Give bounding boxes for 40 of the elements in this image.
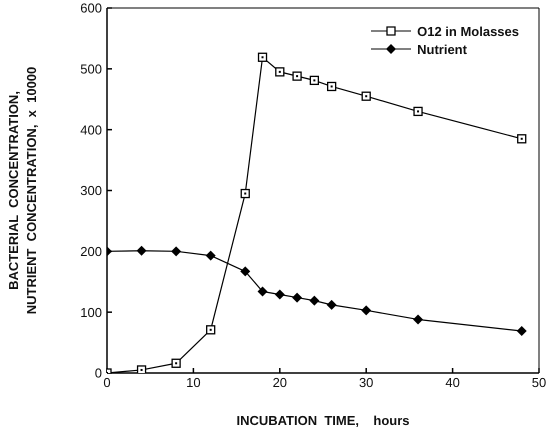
y-axis-title: BACTERIAL CONCENTRATION, NUTRIENT CONCENTRATION, x 10000 — [6, 66, 39, 314]
point — [240, 266, 250, 276]
y-tick-label: 500 — [80, 61, 102, 76]
x-tick-label: 50 — [532, 375, 546, 390]
x-tick-label: 30 — [358, 375, 374, 390]
point — [326, 300, 337, 310]
y-tick-label: 100 — [80, 304, 102, 320]
point — [517, 134, 526, 144]
y-tick-label: 600 — [80, 0, 102, 16]
x-tick-label: 10 — [186, 375, 201, 390]
point — [326, 82, 336, 92]
y-tick-label: 300 — [80, 183, 102, 198]
point — [274, 290, 285, 300]
point — [310, 76, 320, 86]
point — [206, 325, 216, 334]
point — [136, 365, 146, 373]
point — [258, 52, 268, 62]
legend-label: Nutrient — [417, 42, 467, 56]
point — [361, 305, 372, 316]
x-tick-label: 20 — [272, 375, 288, 390]
point — [413, 314, 424, 324]
point — [171, 246, 182, 256]
legend-label: O12 in Molasses — [417, 24, 519, 38]
point — [292, 292, 302, 303]
point — [275, 67, 284, 77]
y-tick-label: 0 — [94, 366, 102, 381]
y-tick-label: 200 — [80, 244, 102, 259]
point — [413, 106, 423, 116]
point — [240, 188, 250, 198]
x-tick-label: 40 — [445, 375, 460, 390]
y-tick-label: 400 — [80, 122, 102, 138]
point — [309, 296, 320, 306]
point — [516, 326, 527, 336]
point — [292, 71, 302, 81]
x-axis-title: INCUBATION TIME, hours — [236, 413, 410, 428]
point — [362, 92, 371, 101]
point — [171, 358, 181, 368]
point — [258, 286, 268, 296]
point — [136, 246, 147, 256]
point — [206, 250, 216, 261]
